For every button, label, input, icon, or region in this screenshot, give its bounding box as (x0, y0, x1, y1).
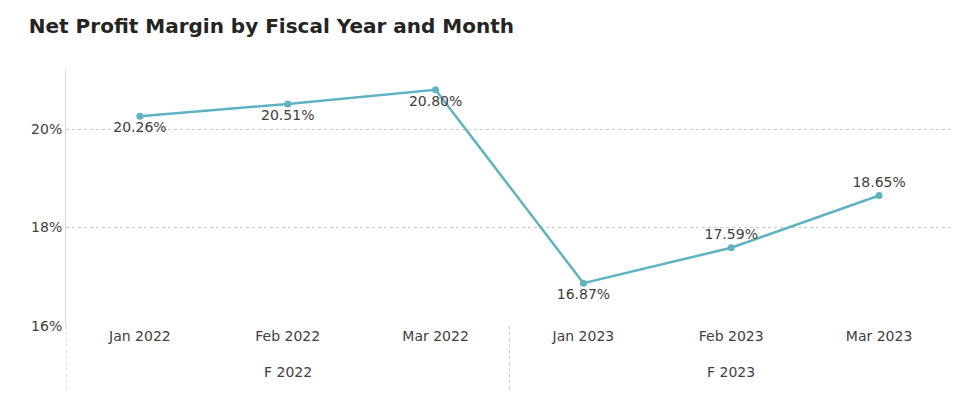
svg-text:Mar 2023: Mar 2023 (846, 328, 913, 344)
svg-text:Jan 2023: Jan 2023 (552, 328, 615, 344)
svg-text:Net Profit Margin by Fiscal Ye: Net Profit Margin by Fiscal Year and Mon… (29, 14, 514, 38)
svg-text:20.51%: 20.51% (261, 107, 314, 123)
svg-text:Jan 2022: Jan 2022 (108, 328, 171, 344)
svg-text:18.65%: 18.65% (852, 174, 905, 190)
svg-text:20.26%: 20.26% (113, 119, 166, 135)
svg-text:F 2023: F 2023 (707, 364, 755, 380)
svg-text:20.80%: 20.80% (409, 93, 462, 109)
svg-text:F 2022: F 2022 (264, 364, 312, 380)
svg-text:16.87%: 16.87% (557, 286, 610, 302)
svg-text:Feb 2023: Feb 2023 (699, 328, 764, 344)
svg-text:17.59%: 17.59% (705, 226, 758, 242)
svg-text:Feb 2022: Feb 2022 (255, 328, 320, 344)
svg-text:Mar 2022: Mar 2022 (402, 328, 469, 344)
svg-text:20%: 20% (31, 121, 62, 137)
svg-text:18%: 18% (31, 219, 62, 235)
svg-text:16%: 16% (31, 318, 62, 334)
